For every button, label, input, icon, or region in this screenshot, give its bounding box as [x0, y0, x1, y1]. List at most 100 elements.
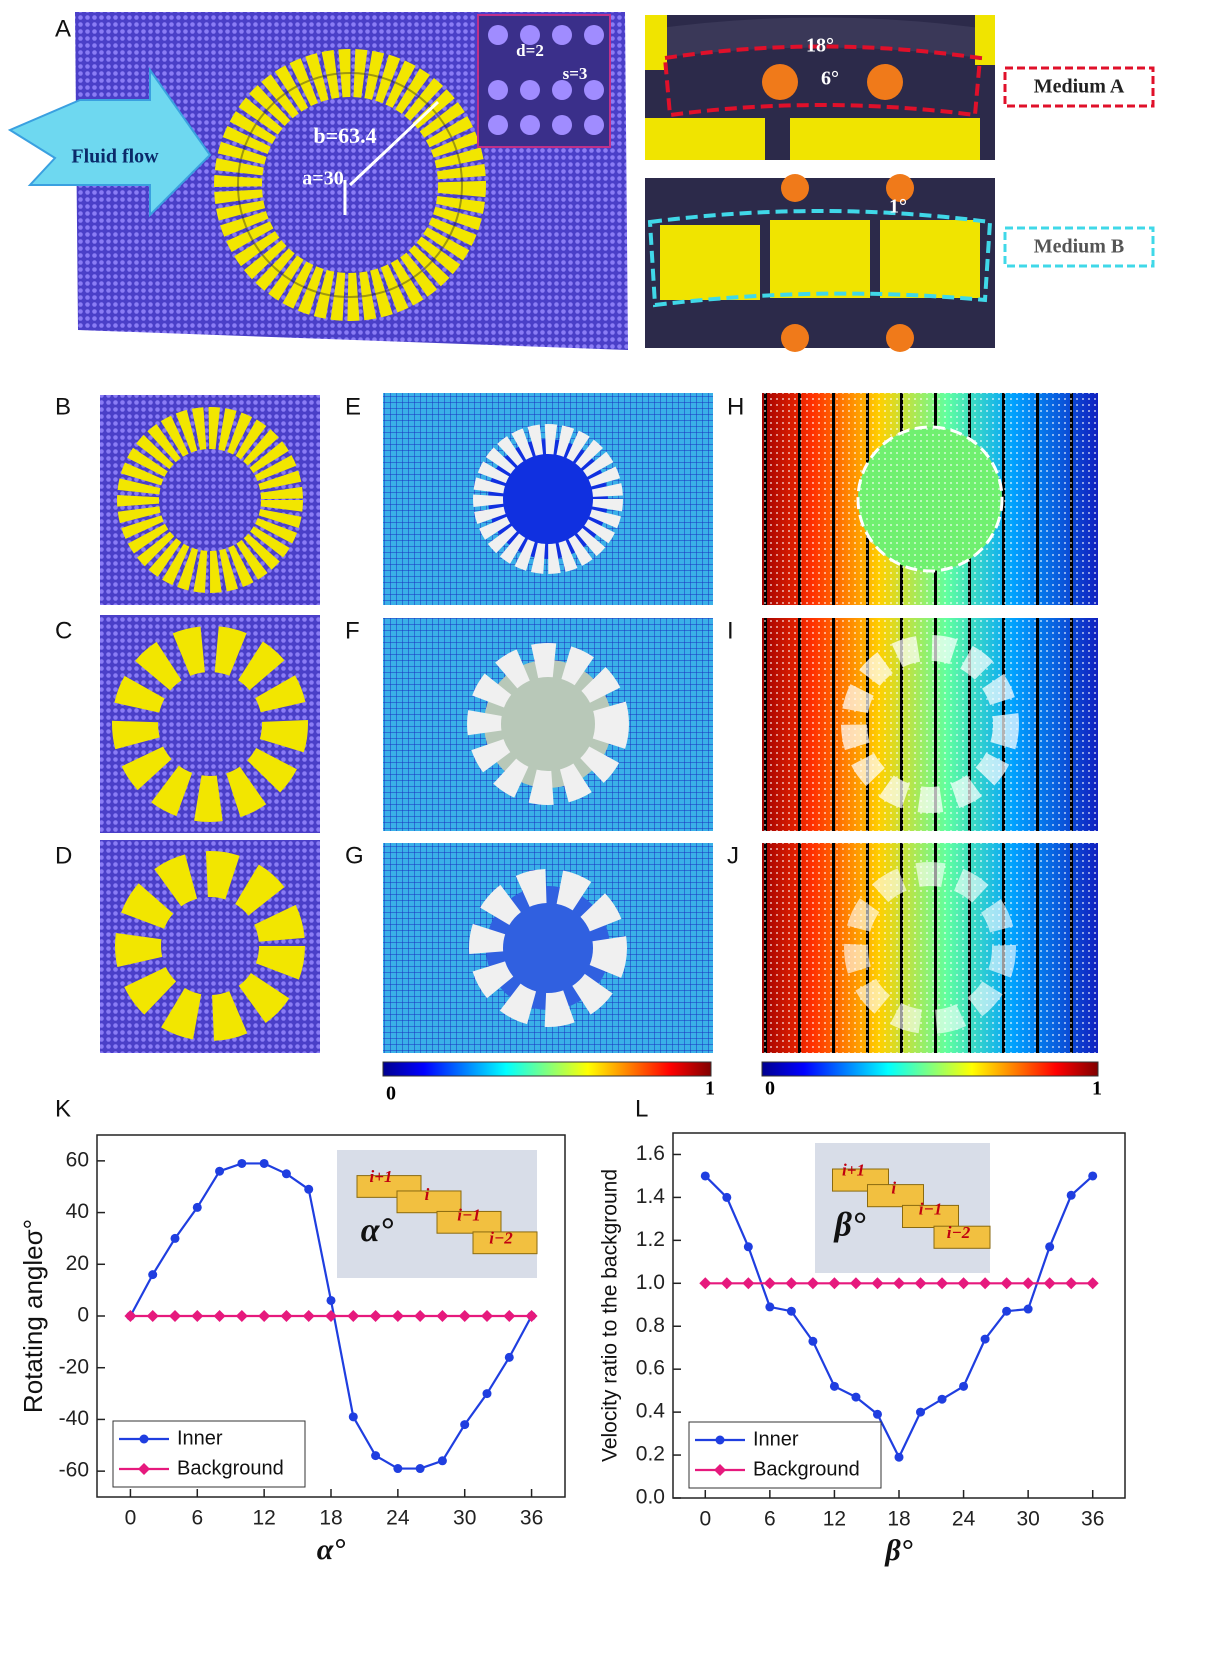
data-point [193, 1203, 202, 1212]
x-tick-label: 18 [887, 1508, 910, 1531]
inset-symbol: β° [832, 1206, 865, 1243]
data-point [1001, 1277, 1013, 1289]
y-tick-label: 0.4 [636, 1400, 666, 1423]
colorbar-label: 1 [705, 1078, 715, 1100]
data-point [785, 1277, 797, 1289]
data-point [370, 1310, 382, 1322]
data-point [958, 1277, 970, 1289]
inset-label: i+1 [370, 1167, 393, 1186]
data-point [1022, 1277, 1034, 1289]
annotation: 1° [889, 196, 907, 218]
x-axis-label: α° [317, 1533, 346, 1566]
data-point [371, 1451, 380, 1460]
data-point [744, 1242, 753, 1251]
data-point [436, 1310, 448, 1322]
data-point [699, 1277, 711, 1289]
x-tick-label: 6 [191, 1507, 203, 1530]
inset-label: i−2 [489, 1229, 513, 1248]
data-point [916, 1408, 925, 1417]
data-point [938, 1395, 947, 1404]
y-tick-label: 60 [66, 1148, 89, 1171]
colorbar-label: 0 [386, 1083, 396, 1105]
x-tick-label: 36 [1081, 1508, 1104, 1531]
annotation: 6° [821, 68, 839, 90]
data-point [124, 1310, 136, 1322]
x-tick-label: 30 [453, 1507, 476, 1530]
colorbar [383, 1062, 711, 1076]
y-tick-label: 1.0 [636, 1271, 665, 1294]
x-tick-label: 12 [823, 1508, 846, 1531]
y-tick-label: 1.4 [636, 1185, 666, 1208]
data-point [979, 1277, 991, 1289]
data-point [392, 1310, 404, 1322]
data-point [214, 1310, 226, 1322]
legend-label: Inner [177, 1427, 223, 1449]
data-point [460, 1420, 469, 1429]
data-point [742, 1277, 754, 1289]
inset-label: i [425, 1185, 430, 1204]
panel-label: J [727, 842, 739, 869]
panel-label: H [727, 393, 744, 420]
data-point [1088, 1171, 1097, 1180]
data-point [1087, 1277, 1099, 1289]
inset-label: i−1 [919, 1200, 943, 1219]
y-tick-label: -60 [59, 1459, 89, 1482]
y-tick-label: 0.2 [636, 1443, 665, 1466]
annotation: Medium B [1034, 236, 1125, 258]
data-point [828, 1277, 840, 1289]
data-point [191, 1310, 203, 1322]
data-point [349, 1412, 358, 1421]
y-tick-label: 0 [77, 1304, 89, 1327]
panel-label: L [635, 1095, 648, 1122]
y-tick-label: 0.8 [636, 1314, 665, 1337]
x-tick-label: 18 [319, 1507, 342, 1530]
data-point [416, 1464, 425, 1473]
panel-label: K [55, 1095, 71, 1122]
data-point [393, 1464, 402, 1473]
data-point [701, 1171, 710, 1180]
data-point [1024, 1305, 1033, 1314]
annotation: b=63.4 [313, 123, 376, 148]
data-point [1045, 1242, 1054, 1251]
annotation: Fluid flow [71, 146, 159, 168]
y-tick-label: -40 [59, 1407, 89, 1430]
inset-label: i [891, 1179, 896, 1198]
data-point [505, 1353, 514, 1362]
data-point [280, 1310, 292, 1322]
y-tick-label: 0.6 [636, 1357, 665, 1380]
data-point [438, 1456, 447, 1465]
data-point [722, 1193, 731, 1202]
x-tick-label: 6 [764, 1508, 776, 1531]
data-point [1067, 1191, 1076, 1200]
panel-label: I [727, 617, 734, 644]
data-point [1044, 1277, 1056, 1289]
legend-label: Inner [753, 1428, 799, 1450]
data-point [347, 1310, 359, 1322]
data-point [260, 1159, 269, 1168]
data-point [237, 1159, 246, 1168]
x-tick-label: 0 [125, 1507, 137, 1530]
structure-images [100, 395, 320, 1053]
x-tick-label: 12 [252, 1507, 275, 1530]
y-axis-label: Velocity ratio to the background [599, 1169, 622, 1462]
annotation: 18° [806, 35, 834, 57]
data-point [787, 1307, 796, 1316]
y-tick-label: -20 [59, 1355, 89, 1378]
annotation: d=2 [516, 41, 544, 60]
medium-images [645, 15, 1153, 352]
panel-label: C [55, 617, 72, 644]
legend-label: Background [177, 1457, 284, 1479]
panel-label: G [345, 842, 364, 869]
data-point [459, 1310, 471, 1322]
data-point [765, 1302, 774, 1311]
legend-marker [140, 1435, 149, 1444]
y-axis-label: Rotating angleσ° [18, 1219, 48, 1413]
data-point [503, 1310, 515, 1322]
data-point [764, 1277, 776, 1289]
data-point [936, 1277, 948, 1289]
panel-label: D [55, 842, 72, 869]
pressure-field-images [762, 393, 1098, 1053]
data-point [871, 1277, 883, 1289]
y-tick-label: 20 [66, 1252, 89, 1275]
data-point [721, 1277, 733, 1289]
